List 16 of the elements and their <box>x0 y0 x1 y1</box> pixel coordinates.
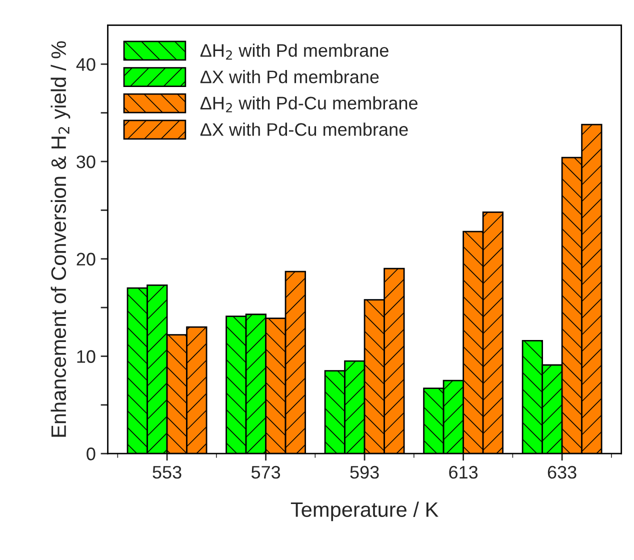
x-tick-label: 573 <box>251 466 280 479</box>
x-tick-label: 613 <box>449 466 478 479</box>
x-axis-title: Temperature / K <box>290 502 438 522</box>
y-tick-label: 10 <box>77 350 96 363</box>
x-tick-label: 553 <box>152 466 182 479</box>
legend-label: ΔX with Pd-Cu membrane <box>200 122 408 136</box>
y-tick-label: 20 <box>76 252 96 266</box>
y-tick-label: 40 <box>76 58 96 71</box>
legend-label: ΔH$_{2}$ with Pd membrane <box>200 44 388 60</box>
y-tick-label: 30 <box>76 155 96 168</box>
legend-label: ΔX with Pd membrane <box>200 70 379 84</box>
legend-label: ΔH$_{2}$ with Pd-Cu membrane <box>200 96 418 112</box>
x-tick-label: 593 <box>350 466 379 479</box>
x-tick-label: 633 <box>548 466 576 479</box>
y-tick-label: 0 <box>86 448 96 460</box>
y-axis-title: Enhancement of Conversion & H$_{2}$ yield / % <box>50 41 70 437</box>
